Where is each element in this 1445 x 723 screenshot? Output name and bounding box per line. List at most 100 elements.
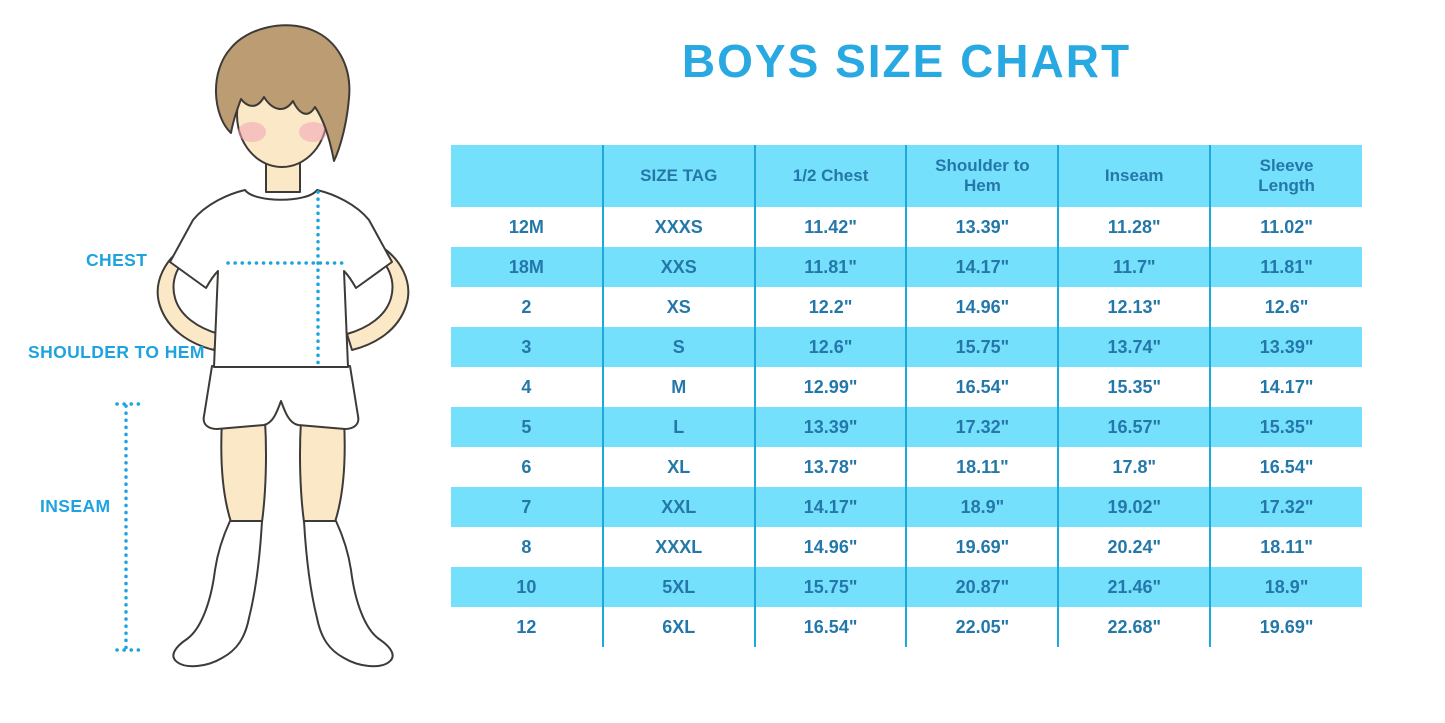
table-cell: 16.54" bbox=[753, 607, 907, 647]
table-cell: 14.17" bbox=[1209, 367, 1362, 407]
table-cell: L bbox=[601, 407, 755, 447]
column-header-half-chest: 1/2 Chest bbox=[753, 145, 907, 207]
right-leg bbox=[299, 419, 346, 523]
table-cell: 16.57" bbox=[1057, 407, 1211, 447]
table-row: 5 L 13.39" 17.32" 16.57" 15.35" bbox=[451, 407, 1362, 447]
table-cell: XXXS bbox=[601, 207, 755, 247]
table-cell: 12.99" bbox=[753, 367, 907, 407]
column-header-size bbox=[451, 145, 603, 207]
row-size-label: 8 bbox=[521, 536, 532, 557]
table-cell: 15.35" bbox=[1057, 367, 1211, 407]
table-cell: 6XL bbox=[601, 607, 755, 647]
chest-label: CHEST bbox=[86, 250, 148, 270]
table-row: 6 XL 13.78" 18.11" 17.8" 16.54" bbox=[451, 447, 1362, 487]
table-cell: 12.13" bbox=[1057, 287, 1211, 327]
table-cell: 11.02" bbox=[1209, 207, 1362, 247]
row-size-label: 12M bbox=[508, 216, 544, 237]
column-header-sleeve-length: Sleeve Length bbox=[1209, 145, 1362, 207]
table-cell: 18.11" bbox=[905, 447, 1059, 487]
table-cell: XXXL bbox=[601, 527, 755, 567]
row-size-label: 5 bbox=[451, 407, 603, 447]
table-row: 4 M 12.99" 16.54" 15.35" 14.17" bbox=[451, 367, 1362, 407]
table-cell: S bbox=[601, 327, 755, 367]
row-size-label: 12 bbox=[516, 616, 537, 637]
table-cell: 11.81" bbox=[753, 247, 907, 287]
size-table-body: 12M XXXS 11.42" 13.39" 11.28" 11.02" 18M XXS 11.… bbox=[451, 207, 1362, 647]
table-cell: 5XL bbox=[601, 567, 755, 607]
table-cell: M bbox=[601, 367, 755, 407]
table-cell: 19.69" bbox=[1209, 607, 1362, 647]
row-size-label: 10 bbox=[451, 567, 603, 607]
left-leg bbox=[220, 419, 267, 523]
left-sock bbox=[172, 520, 263, 668]
right-arm bbox=[346, 245, 410, 351]
column-header-shoulder-to-hem: Shoulder to Hem bbox=[905, 145, 1059, 207]
left-cheek bbox=[238, 122, 266, 142]
table-cell: 21.46" bbox=[1057, 567, 1211, 607]
table-cell: 11.81" bbox=[1209, 247, 1362, 287]
table-row: 10 5XL 15.75" 20.87" 21.46" 18.9" bbox=[451, 567, 1362, 607]
table-cell: 14.96" bbox=[753, 527, 907, 567]
table-cell: 12.6" bbox=[753, 327, 907, 367]
table-cell: 11.42" bbox=[753, 207, 907, 247]
table-cell: 18.9" bbox=[905, 487, 1059, 527]
table-cell: 17.32" bbox=[905, 407, 1059, 447]
table-header-row: SIZE TAG 1/2 Chest Shoulder to Hem Insea… bbox=[451, 145, 1362, 207]
row-size-label: 2 bbox=[521, 296, 532, 317]
table-cell: 19.69" bbox=[905, 527, 1059, 567]
table-cell: 17.8" bbox=[1057, 447, 1211, 487]
table-cell: 13.39" bbox=[753, 407, 907, 447]
table-cell: 20.24" bbox=[1057, 527, 1211, 567]
table-cell: 16.54" bbox=[905, 367, 1059, 407]
table-cell: 22.68" bbox=[1057, 607, 1211, 647]
table-cell: 14.17" bbox=[905, 247, 1059, 287]
table-cell: XL bbox=[601, 447, 755, 487]
table-cell: 11.7" bbox=[1057, 247, 1211, 287]
table-cell: 15.75" bbox=[753, 567, 907, 607]
table-cell: XXS bbox=[601, 247, 755, 287]
row-size-label: 6 bbox=[521, 456, 532, 477]
table-cell: 14.17" bbox=[753, 487, 907, 527]
boy-illustration bbox=[115, 24, 410, 668]
table-cell: 14.96" bbox=[905, 287, 1059, 327]
row-size-label: 3 bbox=[451, 327, 603, 367]
t-shirt bbox=[169, 189, 393, 368]
row-size-label: 18M bbox=[451, 247, 603, 287]
measurement-lines bbox=[115, 190, 348, 652]
hair bbox=[214, 24, 351, 162]
table-cell: 19.02" bbox=[1057, 487, 1211, 527]
table-cell: 13.39" bbox=[905, 207, 1059, 247]
inseam-label: INSEAM bbox=[40, 496, 111, 516]
table-cell: 13.78" bbox=[753, 447, 907, 487]
table-cell: 16.54" bbox=[1209, 447, 1362, 487]
row-size-label: 7 bbox=[451, 487, 603, 527]
column-header-inseam: Inseam bbox=[1057, 145, 1211, 207]
table-row: 7 XXL 14.17" 18.9" 19.02" 17.32" bbox=[451, 487, 1362, 527]
page-title: BOYS SIZE CHART bbox=[681, 35, 1132, 87]
table-cell: 13.74" bbox=[1057, 327, 1211, 367]
table-row: 2 XS 12.2" 14.96" 12.13" 12.6" bbox=[451, 287, 1362, 327]
right-cheek bbox=[299, 122, 327, 142]
column-header-size-tag: SIZE TAG bbox=[601, 145, 755, 207]
table-cell: 13.39" bbox=[1209, 327, 1362, 367]
table-cell: 11.28" bbox=[1057, 207, 1211, 247]
right-sock bbox=[303, 520, 394, 668]
table-cell: 12.2" bbox=[753, 287, 907, 327]
table-cell: XXL bbox=[601, 487, 755, 527]
table-row: 8 XXXL 14.96" 19.69" 20.24" 18.11" bbox=[451, 527, 1362, 567]
table-cell: 12.6" bbox=[1209, 287, 1362, 327]
table-cell: 15.35" bbox=[1209, 407, 1362, 447]
table-cell: 18.9" bbox=[1209, 567, 1362, 607]
table-cell: 20.87" bbox=[905, 567, 1059, 607]
table-cell: 18.11" bbox=[1209, 527, 1362, 567]
table-row: 3 S 12.6" 15.75" 13.74" 13.39" bbox=[451, 327, 1362, 367]
row-size-label: 4 bbox=[521, 376, 532, 397]
table-cell: 17.32" bbox=[1209, 487, 1362, 527]
table-row: 18M XXS 11.81" 14.17" 11.7" 11.81" bbox=[451, 247, 1362, 287]
shoulder-to-hem-label: SHOULDER TO HEM bbox=[28, 342, 205, 362]
table-row: 12M XXXS 11.42" 13.39" 11.28" 11.02" bbox=[451, 207, 1362, 247]
table-cell: 22.05" bbox=[905, 607, 1059, 647]
shorts bbox=[202, 365, 360, 430]
table-cell: 15.75" bbox=[905, 327, 1059, 367]
